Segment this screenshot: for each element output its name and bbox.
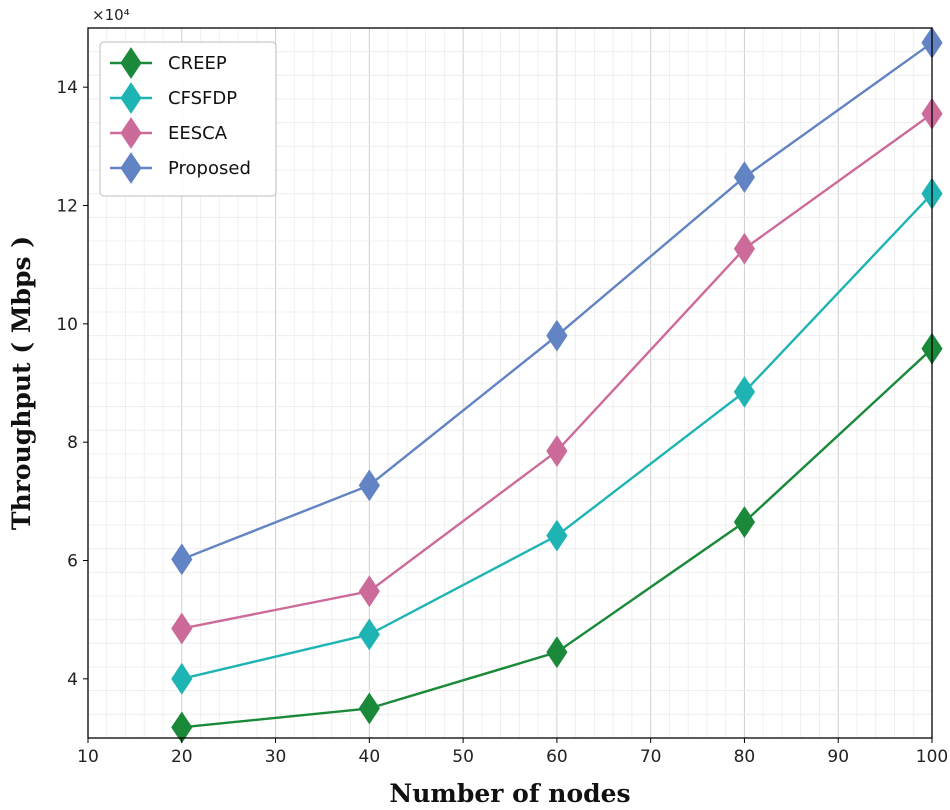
data-point-eesca xyxy=(171,612,193,645)
axis-ticks: 10 20 30 40 50 60 70 80 90 100 4 6 8 10 12 14 xyxy=(56,78,948,767)
x-tick-label: 30 xyxy=(265,747,287,767)
y-tick-label: 10 xyxy=(56,315,78,335)
legend-label-proposed: Proposed xyxy=(168,158,251,179)
data-point-eesca xyxy=(358,575,380,608)
data-point-proposed xyxy=(733,161,756,194)
legend-item-creep: CREEP xyxy=(110,47,227,79)
legend-item-cfsfdp: CFSFDP xyxy=(110,82,237,114)
y-axis-title: Throughput ( Mbps ) xyxy=(7,236,36,530)
data-point-creep xyxy=(546,636,568,669)
data-point-eesca xyxy=(733,232,756,265)
plot-area xyxy=(87,27,933,739)
data-point-cfsfdp xyxy=(358,618,380,651)
y-tick-label: 6 xyxy=(67,552,78,572)
data-point-cfsfdp xyxy=(733,375,756,408)
y-multiplier-label: ×10⁴ xyxy=(92,6,130,24)
data-point-creep xyxy=(358,692,380,725)
y-tick-label: 12 xyxy=(56,197,78,217)
y-tick-label: 14 xyxy=(56,78,78,98)
legend-item-proposed: Proposed xyxy=(110,152,251,184)
data-point-cfsfdp xyxy=(546,519,568,552)
x-tick-label: 100 xyxy=(916,747,948,767)
x-tick-label: 70 xyxy=(640,747,662,767)
legend-marker-eesca xyxy=(120,117,142,149)
data-point-creep xyxy=(733,506,756,538)
legend-label-eesca: EESCA xyxy=(168,123,228,144)
legend-label-cfsfdp: CFSFDP xyxy=(168,88,237,109)
legend-item-eesca: EESCA xyxy=(110,117,228,149)
legend: CREEP CFSFDP EESCA Proposed xyxy=(99,41,277,197)
x-tick-label: 80 xyxy=(734,747,756,767)
y-tick-label: 8 xyxy=(67,433,78,453)
legend-box xyxy=(99,41,277,197)
x-tick-label: 40 xyxy=(359,747,381,767)
legend-label-creep: CREEP xyxy=(168,53,227,74)
y-tick-label: 4 xyxy=(67,670,78,690)
legend-marker-cfsfdp xyxy=(120,82,142,114)
data-point-proposed xyxy=(358,469,380,502)
legend-marker-creep xyxy=(120,47,142,79)
legend-marker-proposed xyxy=(120,152,142,184)
x-tick-label: 50 xyxy=(452,747,474,767)
series-eesca xyxy=(171,97,943,645)
data-point-cfsfdp xyxy=(171,662,193,695)
x-tick-label: 20 xyxy=(171,747,193,767)
x-tick-label: 10 xyxy=(77,747,99,767)
x-tick-label: 90 xyxy=(827,747,849,767)
x-tick-label: 60 xyxy=(546,747,568,767)
data-point-eesca xyxy=(546,435,568,467)
data-point-proposed xyxy=(546,319,568,352)
data-point-proposed xyxy=(171,543,193,576)
x-axis-title: Number of nodes xyxy=(389,779,630,808)
